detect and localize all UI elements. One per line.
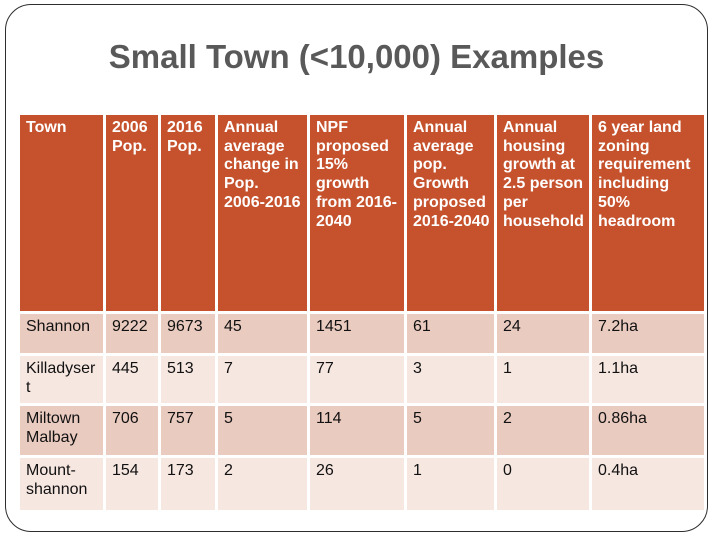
table-cell: 5 xyxy=(407,406,497,458)
table-cell: 7.2ha xyxy=(592,314,704,356)
table-cell: 1 xyxy=(407,458,497,510)
header-cell-2016-pop: 2016 Pop. xyxy=(161,115,218,314)
header-cell-annual-pop-growth: Annual average pop. Growth proposed 2016… xyxy=(407,115,497,314)
header-cell-annual-housing-growth: Annual housing growth at 2.5 person per … xyxy=(497,115,592,314)
table-cell: 706 xyxy=(106,406,161,458)
table-cell: 1451 xyxy=(310,314,407,356)
table-cell: 77 xyxy=(310,356,407,406)
table-cell: 26 xyxy=(310,458,407,510)
table-cell: 5 xyxy=(218,406,310,458)
table-cell: 61 xyxy=(407,314,497,356)
table-cell: 445 xyxy=(106,356,161,406)
table-cell: 173 xyxy=(161,458,218,510)
table-cell: 9673 xyxy=(161,314,218,356)
table-cell: 513 xyxy=(161,356,218,406)
table-row-mountshannon: Mount-shannon 154 173 2 26 1 0 0.4ha xyxy=(20,458,704,510)
table-cell: 757 xyxy=(161,406,218,458)
table-cell: 0.4ha xyxy=(592,458,704,510)
slide-title: Small Town (<10,000) Examples xyxy=(108,38,605,75)
table-cell: 24 xyxy=(497,314,592,356)
cell-town-name: Killadysert xyxy=(20,356,106,406)
table-cell: 1 xyxy=(497,356,592,406)
small-town-examples-table: Town 2006 Pop. 2016 Pop. Annual average … xyxy=(20,115,704,510)
slide: Small Town (<10,000) Examples Town 2006 … xyxy=(5,4,708,532)
header-cell-town: Town xyxy=(20,115,106,314)
header-cell-land-zoning: 6 year land zoning requirement including… xyxy=(592,115,704,314)
header-cell-2006-pop: 2006 Pop. xyxy=(106,115,161,314)
table-row-miltown-malbay: Miltown Malbay 706 757 5 114 5 2 0.86ha xyxy=(20,406,704,458)
table-cell: 114 xyxy=(310,406,407,458)
header-cell-npf-growth: NPF proposed 15% growth from 2016-2040 xyxy=(310,115,407,314)
header-cell-annual-change: Annual average change in Pop. 2006-2016 xyxy=(218,115,310,314)
table-cell: 1.1ha xyxy=(592,356,704,406)
table-cell: 0.86ha xyxy=(592,406,704,458)
cell-town-name: Mount-shannon xyxy=(20,458,106,510)
table-cell: 0 xyxy=(497,458,592,510)
table-cell: 2 xyxy=(497,406,592,458)
cell-town-name: Shannon xyxy=(20,314,106,356)
table-cell: 2 xyxy=(218,458,310,510)
table-cell: 9222 xyxy=(106,314,161,356)
table-cell: 154 xyxy=(106,458,161,510)
table-cell: 45 xyxy=(218,314,310,356)
table-header-row: Town 2006 Pop. 2016 Pop. Annual average … xyxy=(20,115,704,314)
table-row-killadysert: Killadysert 445 513 7 77 3 1 1.1ha xyxy=(20,356,704,406)
table-cell: 7 xyxy=(218,356,310,406)
table-row-shannon: Shannon 9222 9673 45 1451 61 24 7.2ha xyxy=(20,314,704,356)
cell-town-name: Miltown Malbay xyxy=(20,406,106,458)
table-cell: 3 xyxy=(407,356,497,406)
